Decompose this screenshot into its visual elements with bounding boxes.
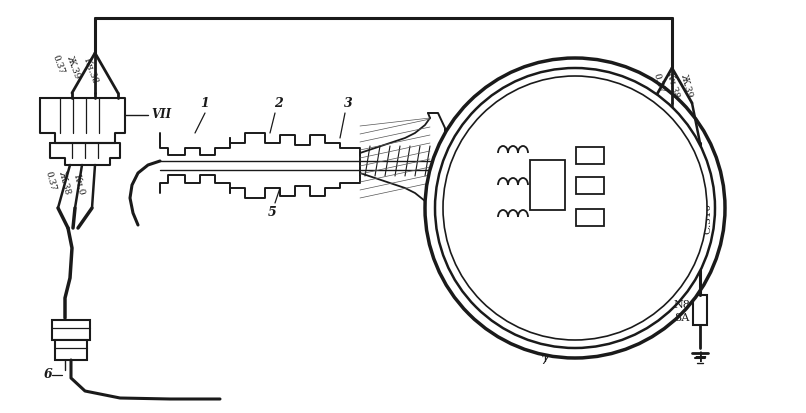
Circle shape	[435, 68, 715, 348]
Text: Кч.0: Кч.0	[72, 173, 86, 197]
Text: 4: 4	[458, 159, 467, 171]
Text: 1: 1	[201, 97, 210, 110]
Bar	[576, 209, 604, 226]
Bar	[530, 160, 565, 210]
Bar	[576, 177, 604, 194]
Text: +: +	[693, 349, 707, 366]
Bar	[693, 295, 707, 325]
Bar	[52, 320, 90, 340]
Text: VII: VII	[151, 109, 171, 121]
Text: 7: 7	[541, 354, 550, 368]
Text: 6: 6	[44, 368, 52, 382]
Text: 0.37: 0.37	[50, 54, 65, 76]
Text: 0.37: 0.37	[651, 72, 665, 94]
Bar	[55, 340, 87, 360]
Text: Ж.39: Ж.39	[64, 55, 81, 81]
Bar	[576, 147, 604, 164]
Text: +: +	[478, 144, 490, 158]
Text: 5: 5	[268, 206, 276, 219]
Text: Ж.38: Ж.38	[56, 170, 72, 196]
Text: 3: 3	[343, 97, 352, 110]
Text: −: −	[629, 228, 642, 242]
Text: 2: 2	[273, 97, 282, 110]
Text: Кч.38: Кч.38	[664, 71, 679, 99]
Text: 0.37: 0.37	[43, 170, 57, 192]
Text: N8: N8	[673, 300, 690, 310]
Circle shape	[443, 76, 707, 340]
Text: Кч.38: Кч.38	[81, 57, 99, 85]
Text: Ж.39: Ж.39	[679, 73, 693, 99]
Text: С.310: С.310	[704, 202, 713, 234]
Text: 8А: 8А	[675, 313, 690, 323]
Circle shape	[425, 58, 725, 358]
